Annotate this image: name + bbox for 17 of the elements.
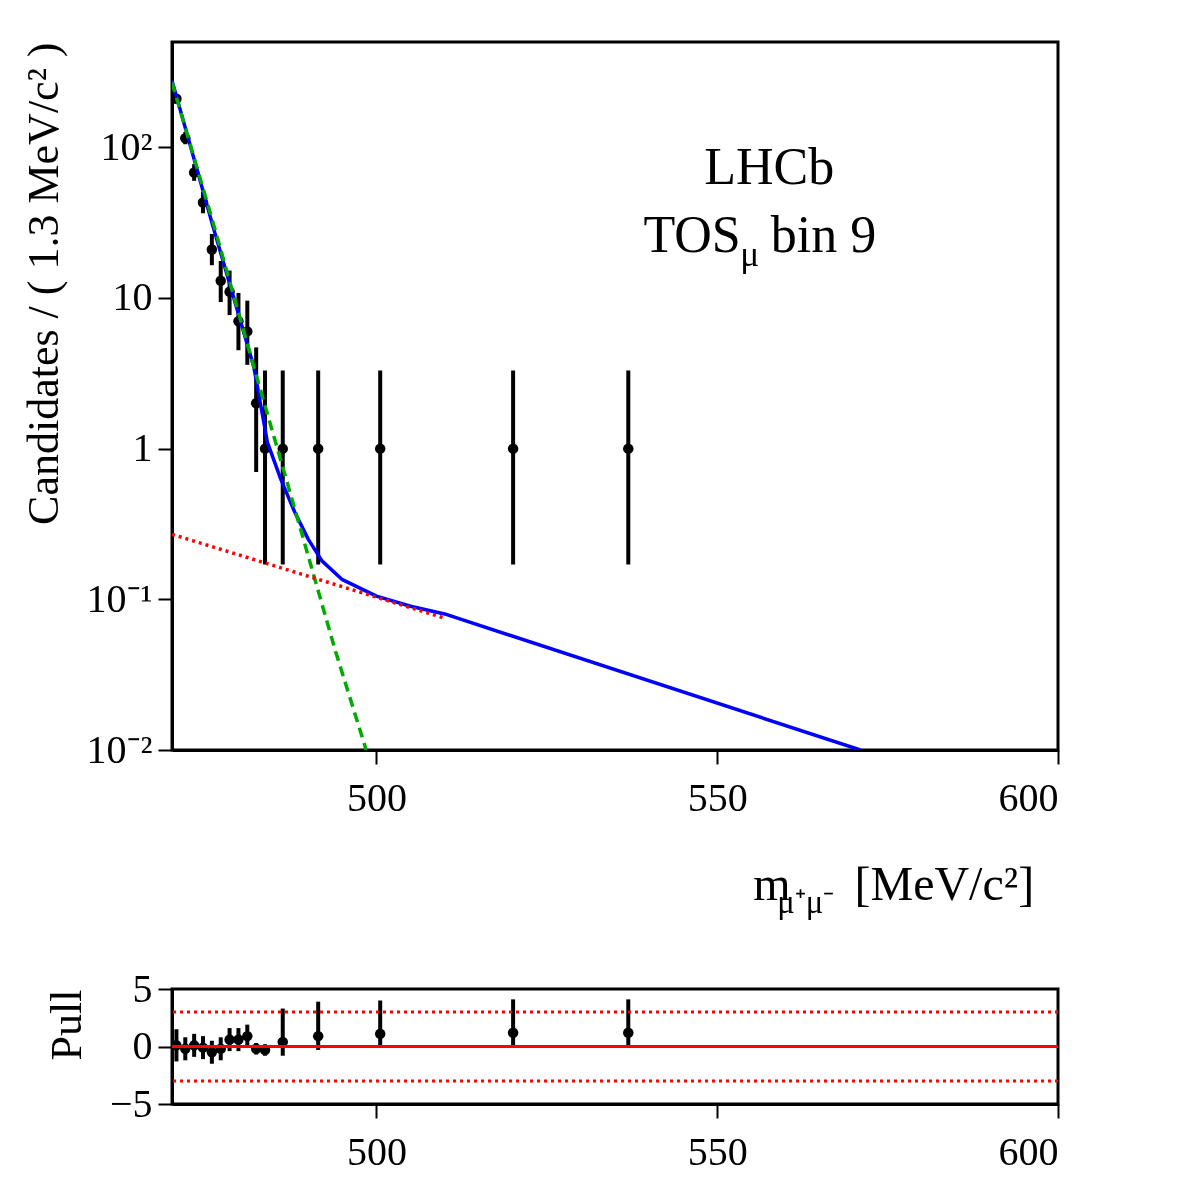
- y-tick-label: 10⁻¹: [86, 575, 153, 621]
- y-tick-label: −5: [109, 1080, 153, 1126]
- x-tick-label: 550: [687, 1128, 748, 1174]
- y-tick-label: 1: [132, 425, 153, 471]
- x-tick-label: 550: [687, 774, 748, 820]
- x-tick-label: 600: [998, 774, 1059, 820]
- y-tick-label: 10⁻²: [86, 726, 153, 772]
- x-tick-label: 600: [998, 1128, 1059, 1174]
- y-tick-label: 5: [132, 965, 153, 1011]
- y-tick-label: 10²: [100, 123, 153, 169]
- y-axis-title: Pull: [41, 989, 91, 1061]
- x-tick-label: 500: [346, 774, 407, 820]
- annotation: LHCb: [704, 137, 835, 195]
- x-tick-label: 500: [346, 1128, 407, 1174]
- y-tick-label: 0: [132, 1023, 153, 1068]
- y-tick-label: 10: [112, 274, 153, 320]
- y-axis-title: Candidates / ( 1.3 MeV/c² ): [18, 42, 68, 525]
